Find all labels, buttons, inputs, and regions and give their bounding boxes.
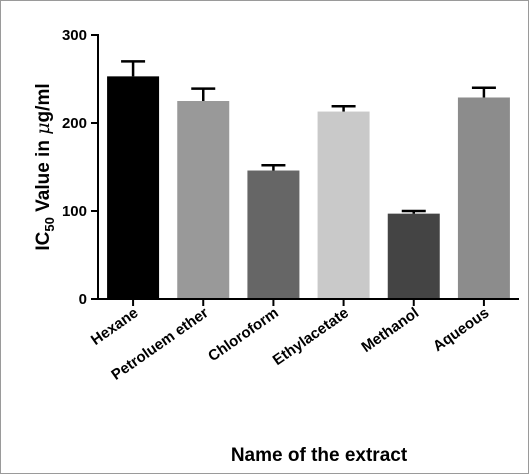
bar-hexane: [107, 76, 160, 299]
bar-petroluem-ether: [177, 101, 230, 299]
x-tick-label: Aqueous: [430, 304, 492, 355]
error-bars-group: [121, 60, 496, 214]
bar-ethylacetate: [317, 111, 370, 299]
y-axis-title-subscript: 50: [42, 217, 57, 231]
y-tick-label: 200: [62, 115, 87, 132]
y-axis-title-prefix: IC: [33, 231, 54, 250]
y-axis-title: IC50 Value in μg/ml: [32, 83, 57, 250]
bar-chloroform: [247, 170, 300, 299]
bar-aqueous: [457, 97, 510, 299]
y-tick-label: 300: [62, 27, 87, 44]
y-ticks-group: 0 100 200 300: [62, 27, 98, 308]
x-tick-label: Methanol: [358, 304, 422, 356]
bars-group: [107, 76, 510, 299]
bar-methanol: [387, 213, 440, 299]
y-axis-title-suffix: g/ml: [33, 83, 54, 122]
axes-group: [97, 34, 519, 300]
x-tick-label: Hexane: [88, 304, 141, 349]
y-tick-label: 0: [79, 291, 87, 308]
y-tick-label: 100: [62, 203, 87, 220]
x-tick-label: Ethylacetate: [270, 304, 352, 369]
y-axis-title-middle: Value in: [33, 135, 54, 217]
y-axis-title-greek: μ: [32, 122, 54, 134]
x-axis-title: Name of the extract: [231, 445, 408, 466]
